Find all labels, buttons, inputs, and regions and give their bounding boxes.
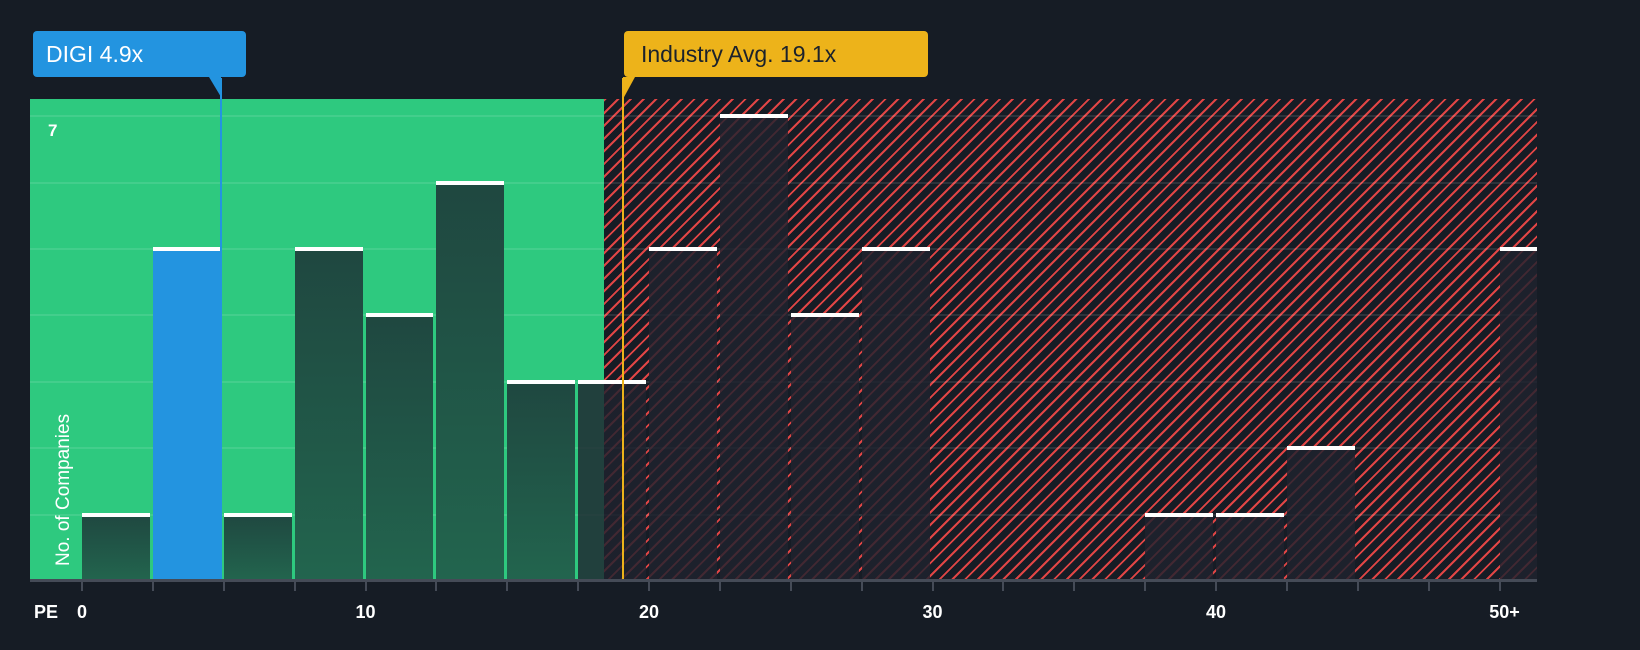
x-tick-mark [151, 582, 154, 591]
industry-average-label: Industry Avg. 19.1x [641, 41, 837, 67]
company-callout-pointer [208, 77, 221, 97]
x-tick-mark [1215, 582, 1217, 591]
x-tick-mark [1002, 582, 1005, 591]
histogram-bar [719, 114, 788, 581]
x-tick-label: 10 [355, 602, 376, 622]
x-tick-mark [81, 582, 83, 591]
histogram-bar [1499, 247, 1537, 581]
industry-average-callout: Industry Avg. 19.1x [624, 31, 928, 77]
bar-top-cap [436, 180, 505, 185]
x-tick-label: 40 [1205, 602, 1227, 622]
x-tick-mark [364, 582, 367, 591]
x-tick-mark [506, 582, 509, 591]
x-tick-label: 30 [922, 602, 943, 622]
histogram-bar [1145, 512, 1213, 581]
bar-top-cap [1145, 512, 1213, 517]
y-axis-label: No. of Companies [53, 413, 74, 566]
company-bin-bar [152, 247, 221, 581]
histogram-bar [365, 313, 434, 581]
x-tick-mark [860, 582, 863, 591]
company-pe-callout: DIGI 4.9x [33, 31, 246, 77]
x-tick-mark [222, 582, 225, 591]
bar-top-cap [294, 247, 363, 251]
bar-top-cap [365, 313, 434, 318]
x-tick-mark [789, 582, 792, 591]
histogram-bar [1286, 446, 1355, 581]
bar-top-cap [861, 247, 930, 251]
x-tick-label: 0 [76, 602, 88, 622]
x-tick-mark [1427, 582, 1430, 591]
x-axis-line [30, 579, 1537, 582]
histogram-bar [790, 313, 859, 581]
histogram-bar [507, 379, 576, 581]
x-tick-mark [931, 582, 934, 591]
y-axis-max-tick: 7 [48, 121, 58, 140]
x-tick-mark [1498, 582, 1501, 591]
bar-top-cap [719, 114, 788, 119]
histogram-bar [1216, 512, 1284, 581]
bar-top-cap [152, 247, 221, 251]
x-tick-mark [1285, 582, 1288, 591]
bar-top-cap [507, 379, 576, 384]
bar-top-cap [649, 247, 717, 251]
histogram-bar [649, 247, 717, 581]
histogram-bar [861, 247, 930, 581]
x-tick-mark [1356, 582, 1359, 591]
x-tick-mark [1073, 582, 1076, 591]
x-tick-mark [718, 582, 721, 591]
histogram-bar [578, 379, 646, 581]
x-axis-prefix: PE [34, 602, 59, 622]
histogram-bar [223, 512, 292, 581]
company-pe-marker-line [219, 78, 222, 581]
x-tick-mark [648, 582, 650, 591]
x-tick-label: 20 [638, 602, 660, 622]
company-pe-label: DIGI 4.9x [46, 41, 144, 67]
industry-callout-pointer [623, 77, 636, 99]
histogram-bar [294, 247, 363, 581]
bar-top-cap [790, 313, 859, 318]
x-tick-mark [293, 582, 296, 591]
bar-top-cap [578, 379, 646, 384]
histogram-bar [82, 512, 150, 581]
bar-top-cap [1499, 247, 1537, 251]
x-tick-mark [435, 582, 438, 591]
bar-top-cap [1286, 446, 1355, 451]
x-tick-mark [577, 582, 580, 591]
bar-top-cap [82, 512, 150, 517]
bar-top-cap [223, 512, 292, 517]
industry-average-marker-line [622, 78, 625, 581]
histogram-bar [436, 180, 505, 581]
x-tick-mark [1144, 582, 1147, 591]
x-tick-label: 50+ [1489, 602, 1520, 622]
bar-top-cap [1216, 512, 1284, 517]
histogram-plot-area [30, 99, 1537, 581]
